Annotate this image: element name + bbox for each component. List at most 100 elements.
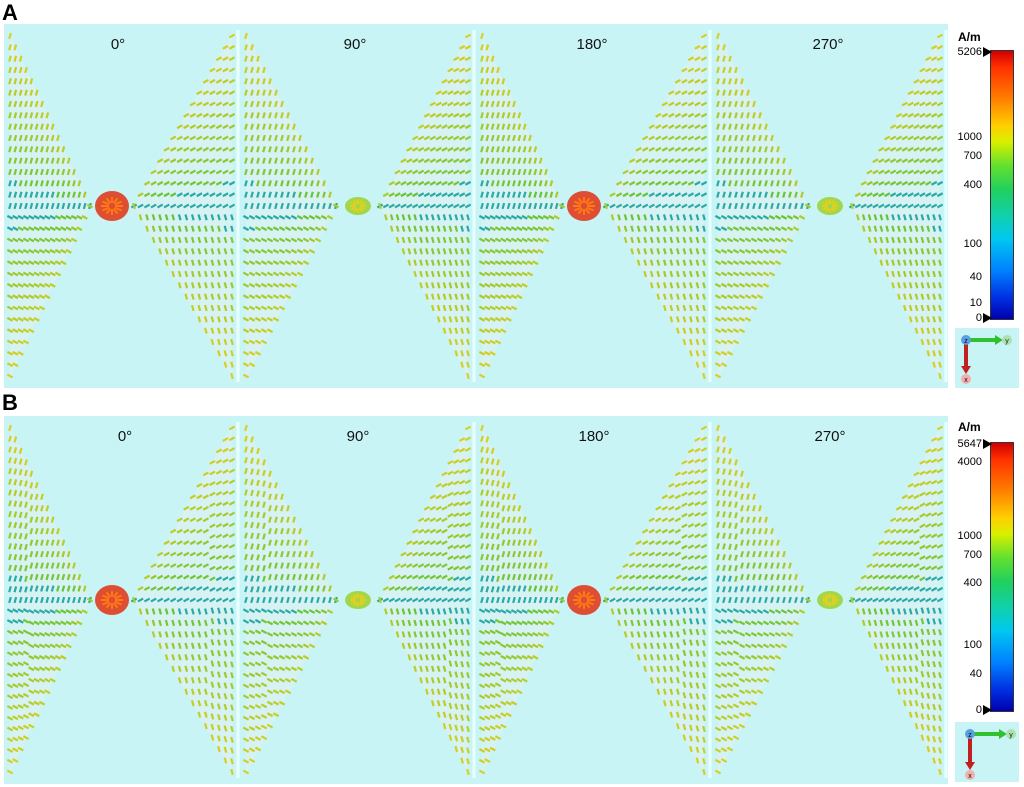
field-arrow	[746, 202, 750, 210]
field-arrow	[244, 168, 248, 176]
field-arrow	[501, 562, 506, 569]
field-arrow	[209, 544, 216, 550]
field-arrow	[17, 316, 24, 322]
field-arrow	[453, 555, 460, 560]
field-arrow	[496, 490, 500, 498]
field-arrow	[932, 248, 936, 255]
field-arrow	[930, 135, 938, 141]
panel-b-tick: 400	[963, 577, 982, 589]
field-arrow	[480, 100, 484, 108]
field-arrow	[500, 677, 507, 683]
field-arrow	[480, 543, 484, 550]
field-arrow	[689, 607, 693, 614]
field-arrow	[436, 608, 441, 615]
field-arrow	[500, 631, 507, 637]
field-arrow	[448, 248, 453, 255]
field-arrow	[655, 169, 662, 175]
field-arrow	[143, 180, 151, 186]
field-arrow	[423, 169, 431, 175]
field-arrow	[217, 628, 221, 636]
field-arrow	[66, 180, 71, 187]
field-arrow	[622, 574, 629, 580]
field-arrow	[521, 214, 528, 220]
field-arrow	[656, 608, 661, 615]
field-arrow	[932, 214, 936, 221]
field-arrow	[244, 32, 248, 40]
field-arrow	[184, 225, 189, 232]
field-arrow	[454, 214, 459, 221]
field-arrow	[400, 169, 407, 175]
field-arrow	[242, 294, 250, 300]
field-arrow	[938, 282, 942, 289]
field-arrow	[250, 596, 254, 604]
field-arrow	[320, 620, 328, 626]
field-arrow	[454, 316, 459, 323]
field-arrow	[485, 564, 490, 572]
field-arrow	[500, 609, 507, 614]
field-arrow	[250, 543, 254, 550]
field-arrow	[280, 202, 284, 210]
field-arrow	[244, 44, 248, 51]
field-arrow	[694, 180, 701, 186]
field-arrow	[932, 316, 936, 323]
field-arrow	[538, 180, 543, 187]
field-arrow	[505, 226, 512, 232]
field-arrow	[669, 642, 674, 650]
field-arrow	[458, 437, 466, 442]
field-arrow	[919, 491, 926, 497]
field-arrow	[872, 169, 879, 175]
field-arrow	[254, 226, 262, 232]
field-arrow	[423, 203, 431, 209]
field-arrow	[280, 528, 284, 535]
field-arrow	[34, 528, 39, 535]
field-arrow	[6, 758, 14, 764]
field-arrow	[714, 248, 722, 254]
field-arrow	[223, 628, 228, 636]
field-arrow	[694, 469, 701, 474]
field-arrow	[907, 586, 914, 591]
field-arrow	[13, 564, 18, 572]
field-arrow	[284, 631, 292, 637]
panel-b-tick: 700	[963, 549, 982, 561]
field-arrow	[302, 237, 310, 243]
field-arrow	[897, 270, 901, 278]
field-arrow	[6, 373, 14, 379]
field-arrow	[648, 135, 655, 141]
field-arrow	[298, 585, 302, 592]
field-arrow	[442, 631, 447, 638]
field-arrow	[687, 158, 695, 164]
field-arrow	[676, 677, 680, 684]
field-arrow	[77, 191, 82, 198]
field-arrow	[260, 714, 268, 719]
field-arrow	[500, 723, 507, 729]
feed-gap-hotspot	[345, 197, 371, 215]
field-arrow	[254, 316, 262, 322]
field-arrow	[734, 512, 738, 519]
field-arrow	[722, 575, 726, 582]
field-arrow	[700, 586, 708, 592]
field-arrow	[6, 748, 14, 753]
field-arrow	[528, 562, 532, 569]
field-arrow	[322, 573, 326, 581]
field-arrow	[714, 694, 722, 700]
feed-arrow	[105, 602, 112, 609]
field-arrow	[661, 597, 668, 603]
field-arrow	[223, 361, 228, 368]
field-arrow	[304, 573, 308, 581]
field-arrow	[930, 447, 938, 453]
field-arrow	[682, 628, 687, 635]
field-arrow	[49, 631, 56, 637]
field-arrow	[932, 725, 936, 732]
field-arrow	[77, 202, 82, 210]
field-arrow	[464, 67, 472, 73]
field-arrow	[196, 124, 203, 130]
field-arrow	[163, 180, 170, 186]
field-arrow	[732, 260, 740, 266]
field-arrow	[489, 282, 496, 288]
field-arrow	[510, 237, 518, 243]
field-arrow	[441, 180, 448, 186]
field-arrow	[454, 692, 459, 700]
field-arrow	[740, 505, 744, 512]
field-arrow	[549, 596, 554, 604]
field-arrow	[44, 620, 51, 626]
